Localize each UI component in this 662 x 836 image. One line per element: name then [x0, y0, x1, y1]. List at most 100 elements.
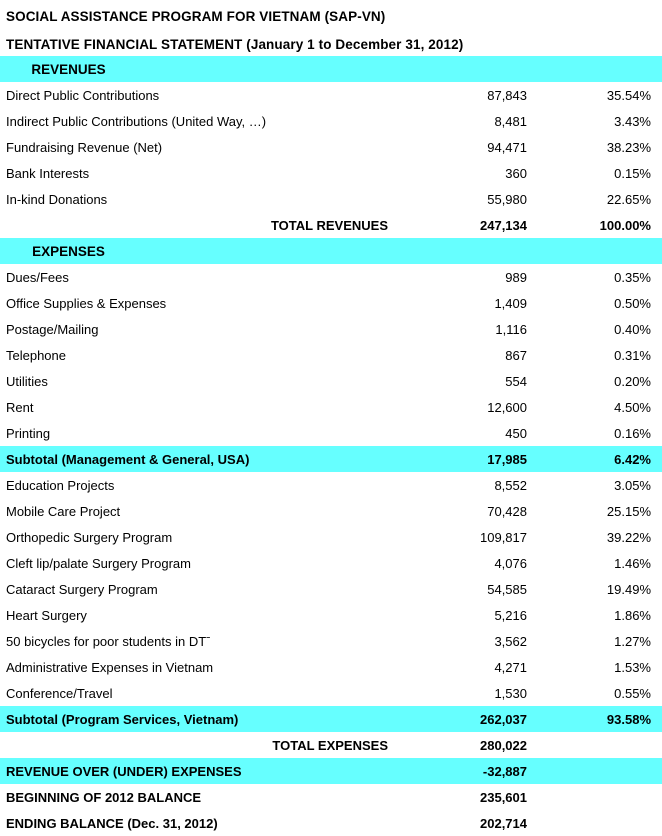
- row-label: REVENUES: [31, 61, 106, 77]
- summary-row: ENDING BALANCE (Dec. 31, 2012) 202,714: [0, 810, 662, 836]
- line-item-row: Orthopedic Surgery Program 109,817 39.22%: [0, 524, 662, 550]
- row-percent: 0.50%: [614, 295, 651, 311]
- summary-row: BEGINNING OF 2012 BALANCE 235,601: [0, 784, 662, 810]
- row-percent: 3.43%: [614, 113, 651, 129]
- row-label: Printing: [6, 425, 51, 441]
- row-percent: 0.15%: [614, 165, 651, 181]
- row-label: Utilities: [6, 373, 48, 389]
- subtotal-row: Subtotal (Management & General, USA) 17,9…: [0, 446, 662, 472]
- row-amount: 54,585: [487, 581, 527, 597]
- row-percent: 35.54%: [606, 87, 651, 103]
- line-item-row: Education Projects 8,552 3.05%: [0, 472, 662, 498]
- row-label: Administrative Expenses in Vietnam: [6, 659, 214, 675]
- row-percent: 0.31%: [614, 347, 651, 363]
- row-label: Mobile Care Project: [6, 503, 121, 519]
- row-label: Orthopedic Surgery Program: [6, 529, 173, 545]
- row-amount: 109,817: [480, 529, 527, 545]
- row-label: Indirect Public Contributions (United Wa…: [6, 113, 267, 129]
- line-item-row: Printing 450 0.16%: [0, 420, 662, 446]
- row-percent: 0.40%: [614, 321, 651, 337]
- row-label: REVENUE OVER (UNDER) EXPENSES: [6, 763, 242, 779]
- row-label: Education Projects: [6, 477, 115, 493]
- row-label: Rent: [6, 399, 34, 415]
- row-label: Cleft lip/palate Surgery Program: [6, 555, 191, 571]
- row-amount: 202,714: [480, 815, 527, 831]
- row-amount: 4,271: [494, 659, 527, 675]
- row-label: 50 bicycles for poor students in DTˉ: [6, 633, 211, 649]
- row-amount: 1,530: [494, 685, 527, 701]
- row-amount: 867: [505, 347, 527, 363]
- row-label: Conference/Travel: [6, 685, 113, 701]
- row-amount: 247,134: [480, 217, 527, 233]
- line-item-row: Bank Interests 360 0.15%: [0, 160, 662, 186]
- row-label: TOTAL EXPENSES: [272, 737, 388, 753]
- row-percent: 6.42%: [614, 451, 651, 467]
- row-label: Bank Interests: [6, 165, 90, 181]
- line-item-row: 50 bicycles for poor students in DTˉ 3,56…: [0, 628, 662, 654]
- line-item-row: Direct Public Contributions 87,843 35.54%: [0, 82, 662, 108]
- row-percent: 1.46%: [614, 555, 651, 571]
- line-item-row: Rent 12,600 4.50%: [0, 394, 662, 420]
- row-amount: 12,600: [487, 399, 527, 415]
- line-item-row: Postage/Mailing 1,116 0.40%: [0, 316, 662, 342]
- section-header-row: EXPENSES: [0, 238, 662, 264]
- row-amount: 94,471: [487, 139, 527, 155]
- subtotal-row: REVENUE OVER (UNDER) EXPENSES -32,887: [0, 758, 662, 784]
- row-amount: 8,552: [494, 477, 527, 493]
- row-percent: 0.16%: [614, 425, 651, 441]
- row-label: ENDING BALANCE (Dec. 31, 2012): [6, 815, 218, 831]
- row-percent: 19.49%: [606, 581, 651, 597]
- row-percent: 22.65%: [606, 191, 651, 207]
- row-percent: 39.22%: [606, 529, 651, 545]
- row-amount: 3,562: [494, 633, 527, 649]
- row-label: BEGINNING OF 2012 BALANCE: [6, 789, 202, 805]
- row-percent: 0.35%: [614, 269, 651, 285]
- line-item-row: Dues/Fees 989 0.35%: [0, 264, 662, 290]
- line-item-row: Cleft lip/palate Surgery Program 4,076 1.4…: [0, 550, 662, 576]
- row-label: TOTAL REVENUES: [270, 217, 388, 233]
- row-percent: 1.86%: [614, 607, 651, 623]
- row-label: EXPENSES: [32, 243, 105, 259]
- row-amount: 280,022: [480, 737, 527, 753]
- row-amount: 8,481: [494, 113, 527, 129]
- line-item-row: Fundraising Revenue (Net) 94,471 38.23%: [0, 134, 662, 160]
- row-percent: 93.58%: [606, 711, 651, 727]
- row-amount: 235,601: [480, 789, 527, 805]
- row-label: In-kind Donations: [6, 191, 108, 207]
- row-label: Cataract Surgery Program: [6, 581, 158, 597]
- document-title: SOCIAL ASSISTANCE PROGRAM FOR VIETNAM (S…: [6, 9, 386, 24]
- row-amount: 989: [505, 269, 527, 285]
- row-label: Fundraising Revenue (Net): [6, 139, 163, 155]
- row-percent: 100.00%: [599, 217, 651, 233]
- row-percent: 1.53%: [614, 659, 651, 675]
- total-row: TOTAL REVENUES 247,134 100.00%: [0, 212, 662, 238]
- document-header: SOCIAL ASSISTANCE PROGRAM FOR VIETNAM (S…: [0, 0, 662, 56]
- row-label: Postage/Mailing: [6, 321, 99, 337]
- subtotal-row: Subtotal (Program Services, Vietnam) 262,…: [0, 706, 662, 732]
- statement-table: REVENUES Direct Public Contributions 87,84…: [0, 56, 662, 836]
- row-percent: 38.23%: [606, 139, 651, 155]
- line-item-row: Conference/Travel 1,530 0.55%: [0, 680, 662, 706]
- row-amount: 1,409: [494, 295, 527, 311]
- row-amount: 360: [505, 165, 527, 181]
- row-percent: 4.50%: [614, 399, 651, 415]
- line-item-row: Cataract Surgery Program 54,585 19.49%: [0, 576, 662, 602]
- line-item-row: Utilities 554 0.20%: [0, 368, 662, 394]
- row-amount: 17,985: [487, 451, 527, 467]
- document-subtitle: TENTATIVE FINANCIAL STATEMENT (January 1…: [6, 37, 464, 52]
- row-label: Heart Surgery: [6, 607, 87, 623]
- row-amount: -32,887: [482, 763, 527, 779]
- row-label: Direct Public Contributions: [6, 87, 160, 103]
- row-percent: 0.55%: [614, 685, 651, 701]
- row-label: Subtotal (Program Services, Vietnam): [6, 711, 239, 727]
- section-header-row: REVENUES: [0, 56, 662, 82]
- row-percent: 1.27%: [614, 633, 651, 649]
- line-item-row: Heart Surgery 5,216 1.86%: [0, 602, 662, 628]
- row-amount: 87,843: [487, 87, 527, 103]
- line-item-row: Telephone 867 0.31%: [0, 342, 662, 368]
- row-amount: 450: [505, 425, 527, 441]
- row-label: Dues/Fees: [6, 269, 69, 285]
- line-item-row: In-kind Donations 55,980 22.65%: [0, 186, 662, 212]
- row-amount: 262,037: [480, 711, 527, 727]
- row-amount: 70,428: [487, 503, 527, 519]
